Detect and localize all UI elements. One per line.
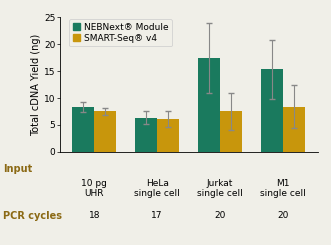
- Text: 20: 20: [277, 211, 289, 220]
- Text: PCR cycles: PCR cycles: [3, 211, 62, 220]
- Text: M1
single cell: M1 single cell: [260, 179, 306, 198]
- Bar: [198, 58, 220, 152]
- Bar: [283, 107, 305, 152]
- Bar: [220, 111, 242, 152]
- Bar: [94, 111, 116, 152]
- Y-axis label: Total cDNA Yield (ng): Total cDNA Yield (ng): [31, 33, 41, 136]
- Text: Input: Input: [3, 164, 32, 174]
- Text: Jurkat
single cell: Jurkat single cell: [197, 179, 243, 198]
- Bar: [135, 118, 157, 152]
- Text: 17: 17: [152, 211, 163, 220]
- Bar: [261, 69, 283, 152]
- Text: 18: 18: [88, 211, 100, 220]
- Text: 10 pg
UHR: 10 pg UHR: [81, 179, 107, 198]
- Bar: [72, 107, 94, 152]
- Text: HeLa
single cell: HeLa single cell: [134, 179, 180, 198]
- Text: 20: 20: [214, 211, 226, 220]
- Bar: [157, 119, 179, 152]
- Legend: NEBNext® Module, SMART-Seq® v4: NEBNext® Module, SMART-Seq® v4: [69, 19, 172, 47]
